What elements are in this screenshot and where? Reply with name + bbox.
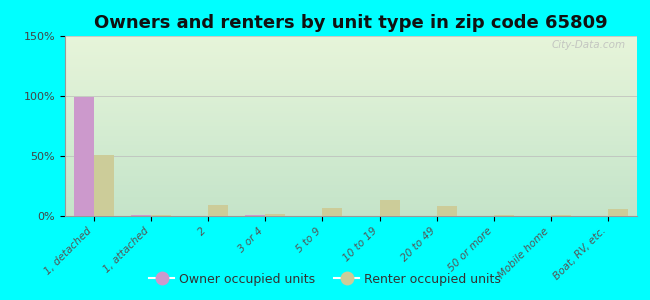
Bar <box>208 205 228 216</box>
Bar <box>265 214 285 216</box>
Bar <box>94 155 114 216</box>
Bar <box>131 215 151 216</box>
Bar <box>551 215 571 216</box>
Legend: Owner occupied units, Renter occupied units: Owner occupied units, Renter occupied un… <box>144 268 506 291</box>
Bar <box>151 215 171 216</box>
Bar <box>73 97 94 216</box>
Bar <box>380 200 400 216</box>
Bar <box>322 208 343 216</box>
Title: Owners and renters by unit type in zip code 65809: Owners and renters by unit type in zip c… <box>94 14 608 32</box>
Bar <box>494 215 514 216</box>
Bar <box>608 209 629 216</box>
Bar <box>437 206 457 216</box>
Bar <box>245 215 265 216</box>
Text: City-Data.com: City-Data.com <box>551 40 625 50</box>
